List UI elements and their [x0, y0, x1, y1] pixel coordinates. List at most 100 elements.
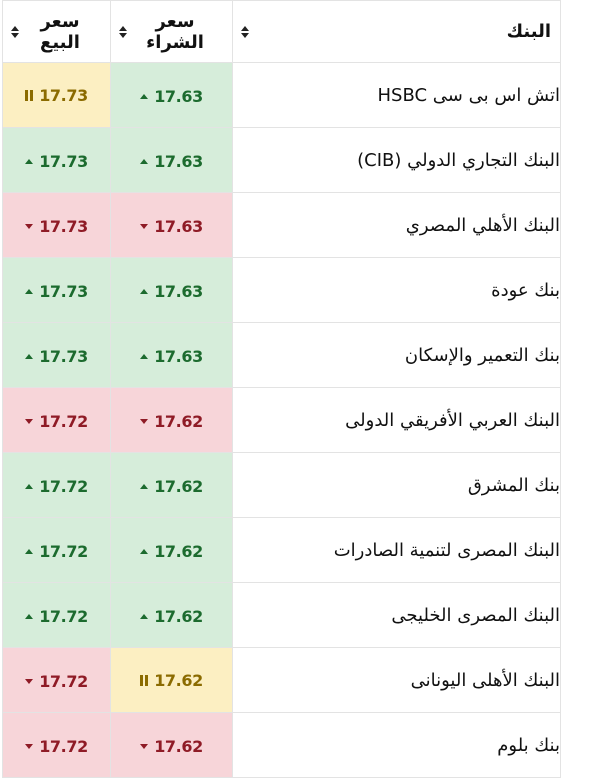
- buy-price-cell: 17.62: [110, 452, 233, 518]
- exchange-rates-table: سعر البيع سعر الشراء البنك 17.73 17.63 اتش…: [2, 0, 561, 778]
- sell-price-cell: 17.72: [2, 452, 111, 518]
- sell-price-cell: 17.72: [2, 582, 111, 648]
- bank-name-cell[interactable]: البنك المصرى لتنمية الصادرات: [232, 517, 561, 583]
- caret-up-icon: [25, 354, 34, 359]
- sell-price-cell: 17.73: [2, 322, 111, 388]
- sell-price-value: 17.72: [39, 477, 88, 496]
- caret-down-icon: [25, 744, 34, 749]
- pause-bars-icon: [140, 674, 149, 686]
- table-row: 17.72 17.62 البنك المصرى الخليجى: [2, 582, 561, 648]
- buy-price-cell: 17.62: [110, 387, 233, 453]
- buy-price-cell: 17.62: [110, 582, 233, 648]
- sell-price-cell: 17.72: [2, 712, 111, 778]
- caret-up-icon: [140, 289, 149, 294]
- table-header: سعر البيع سعر الشراء البنك: [2, 0, 561, 63]
- bank-name: البنك العربي الأفريقي الدولى: [345, 409, 560, 431]
- sell-price-header-label: سعر البيع: [40, 10, 80, 53]
- bank-name-cell[interactable]: البنك المصرى الخليجى: [232, 582, 561, 648]
- buy-price-value: 17.63: [154, 217, 203, 236]
- sell-price-value: 17.73: [39, 85, 88, 105]
- bank-name-cell[interactable]: البنك العربي الأفريقي الدولى: [232, 387, 561, 453]
- table-row: 17.72 17.62 البنك الأهلى اليونانى: [2, 647, 561, 713]
- buy-price-cell: 17.63: [110, 127, 233, 193]
- header-row: سعر البيع سعر الشراء البنك: [2, 0, 561, 63]
- buy-price-value: 17.62: [154, 737, 203, 756]
- table-row: 17.72 17.62 البنك المصرى لتنمية الصادرات: [2, 517, 561, 583]
- table-body: 17.73 17.63 اتش اس بى سى HSBC 17.73 17.63 الب…: [2, 62, 561, 778]
- caret-up-icon: [140, 549, 149, 554]
- caret-down-icon: [140, 224, 149, 229]
- sell-price-value: 17.72: [39, 607, 88, 626]
- table-row: 17.73 17.63 بنك عودة: [2, 257, 561, 323]
- sort-icon[interactable]: [119, 25, 127, 38]
- sell-price-cell: 17.73: [2, 192, 111, 258]
- caret-up-icon: [25, 549, 34, 554]
- table-row: 17.73 17.63 البنك الأهلي المصري: [2, 192, 561, 258]
- sell-price-value: 17.73: [39, 282, 88, 301]
- buy-price-cell: 17.63: [110, 257, 233, 323]
- buy-price-header[interactable]: سعر الشراء: [110, 0, 233, 63]
- buy-price-cell: 17.63: [110, 62, 233, 128]
- caret-up-icon: [140, 614, 149, 619]
- buy-price-value: 17.62: [154, 670, 203, 690]
- caret-up-icon: [140, 484, 149, 489]
- caret-up-icon: [140, 94, 149, 99]
- buy-price-cell: 17.62: [110, 517, 233, 583]
- sell-price-cell: 17.72: [2, 387, 111, 453]
- buy-price-value: 17.62: [154, 542, 203, 561]
- sell-price-value: 17.72: [39, 412, 88, 431]
- sell-price-value: 17.72: [39, 672, 88, 691]
- caret-down-icon: [25, 419, 34, 424]
- pause-bars-icon: [25, 89, 34, 101]
- bank-name-cell[interactable]: البنك التجاري الدولي (CIB): [232, 127, 561, 193]
- buy-price-cell: 17.63: [110, 322, 233, 388]
- bank-name: البنك الأهلى اليونانى: [410, 669, 560, 691]
- bank-name-cell[interactable]: بنك عودة: [232, 257, 561, 323]
- sell-price-value: 17.72: [39, 737, 88, 756]
- buy-price-value: 17.62: [154, 412, 203, 431]
- sell-price-value: 17.72: [39, 542, 88, 561]
- bank-name-cell[interactable]: بنك بلوم: [232, 712, 561, 778]
- table-row: 17.73 17.63 بنك التعمير والإسكان: [2, 322, 561, 388]
- bank-header[interactable]: البنك: [232, 0, 561, 63]
- bank-name-cell[interactable]: بنك التعمير والإسكان: [232, 322, 561, 388]
- caret-down-icon: [25, 224, 34, 229]
- bank-name: البنك المصرى الخليجى: [391, 604, 560, 626]
- bank-name: بنك عودة: [491, 279, 560, 301]
- buy-price-cell: 17.63: [110, 192, 233, 258]
- table-row: 17.73 17.63 البنك التجاري الدولي (CIB): [2, 127, 561, 193]
- bank-name-cell[interactable]: اتش اس بى سى HSBC: [232, 62, 561, 128]
- buy-price-cell: 17.62: [110, 647, 233, 713]
- sell-price-header[interactable]: سعر البيع: [2, 0, 111, 63]
- bank-name: البنك التجاري الدولي (CIB): [357, 149, 560, 171]
- table-row: 17.72 17.62 بنك بلوم: [2, 712, 561, 778]
- table-row: 17.72 17.62 بنك المشرق: [2, 452, 561, 518]
- table-row: 17.73 17.63 اتش اس بى سى HSBC: [2, 62, 561, 128]
- bank-name: بنك المشرق: [467, 474, 560, 496]
- sell-price-cell: 17.72: [2, 647, 111, 713]
- caret-up-icon: [25, 484, 34, 489]
- bank-name-cell[interactable]: البنك الأهلي المصري: [232, 192, 561, 258]
- sell-price-cell: 17.73: [2, 62, 111, 128]
- sell-price-value: 17.73: [39, 152, 88, 171]
- caret-up-icon: [25, 289, 34, 294]
- sort-icon[interactable]: [241, 25, 249, 38]
- caret-down-icon: [25, 679, 34, 684]
- buy-price-header-label: سعر الشراء: [146, 10, 204, 53]
- bank-name-cell[interactable]: البنك الأهلى اليونانى: [232, 647, 561, 713]
- sell-price-value: 17.73: [39, 347, 88, 366]
- table-row: 17.72 17.62 البنك العربي الأفريقي الدولى: [2, 387, 561, 453]
- caret-up-icon: [140, 354, 149, 359]
- bank-header-label: البنك: [506, 21, 551, 42]
- sort-icon[interactable]: [11, 25, 19, 38]
- sell-price-value: 17.73: [39, 217, 88, 236]
- sell-price-cell: 17.72: [2, 517, 111, 583]
- caret-down-icon: [140, 419, 149, 424]
- caret-down-icon: [140, 744, 149, 749]
- caret-up-icon: [25, 614, 34, 619]
- buy-price-value: 17.63: [154, 152, 203, 171]
- bank-name: البنك المصرى لتنمية الصادرات: [333, 539, 560, 561]
- bank-name-cell[interactable]: بنك المشرق: [232, 452, 561, 518]
- buy-price-value: 17.63: [154, 282, 203, 301]
- bank-name: اتش اس بى سى HSBC: [377, 84, 560, 106]
